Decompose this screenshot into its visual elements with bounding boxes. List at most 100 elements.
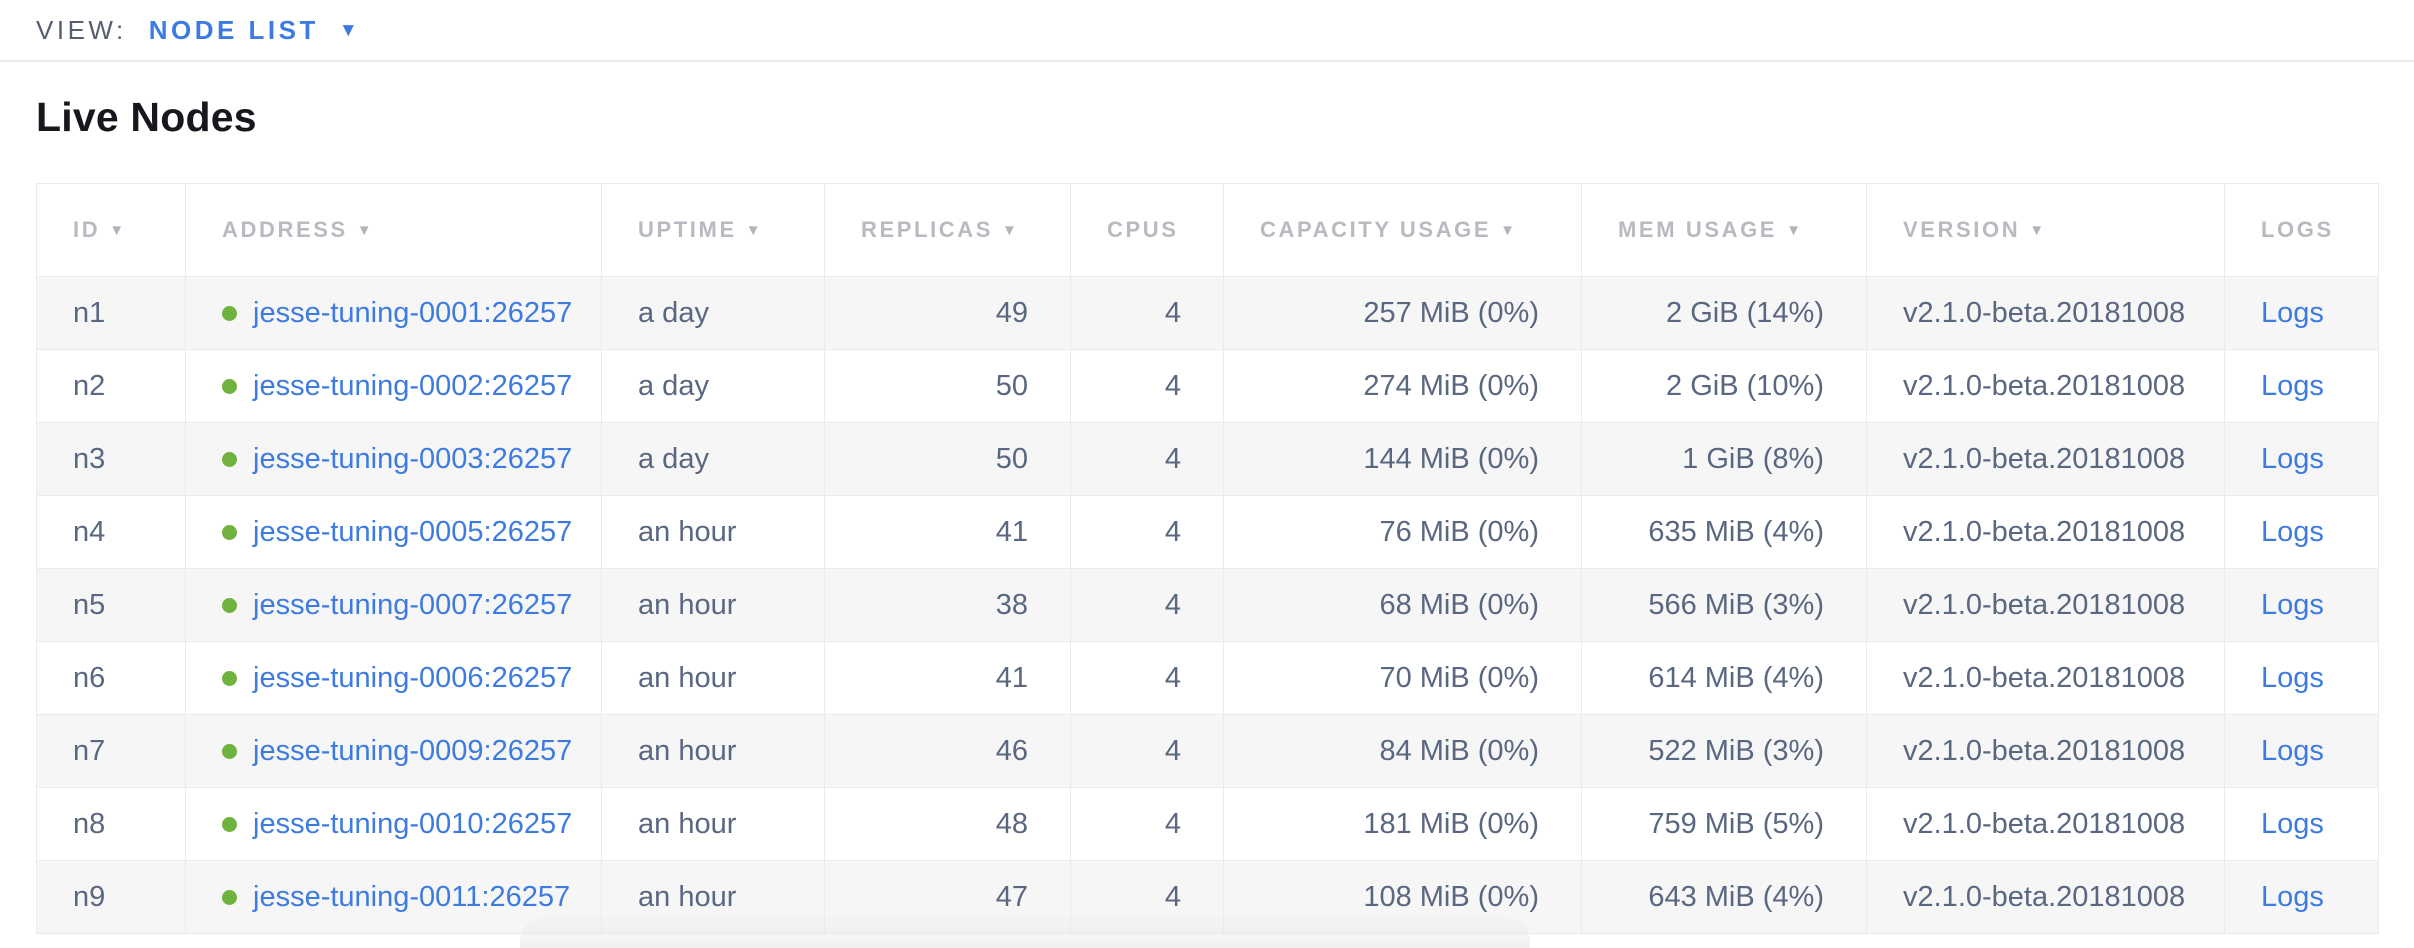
table-header-row: ID ▼ ADDRESS ▼ UPTIME ▼ REPLICAS ▼ CPUS CAPA… bbox=[36, 183, 2379, 277]
table-row: n2 jesse-tuning-0002:26257 a day 50 4 27… bbox=[36, 349, 2379, 423]
node-id-cell: n9 bbox=[36, 860, 186, 934]
node-address-link[interactable]: jesse-tuning-0003:26257 bbox=[253, 442, 573, 475]
node-uptime-cell: a day bbox=[601, 422, 825, 496]
node-mem-usage-cell: 614 MiB (4%) bbox=[1581, 641, 1867, 715]
table-row: n8 jesse-tuning-0010:26257 an hour 48 4 … bbox=[36, 787, 2379, 861]
node-mem-usage-cell: 643 MiB (4%) bbox=[1581, 860, 1867, 934]
node-version-cell: v2.1.0-beta.20181008 bbox=[1866, 422, 2225, 496]
node-replicas-cell: 50 bbox=[824, 422, 1071, 496]
col-header-label: MEM USAGE bbox=[1618, 217, 1778, 242]
node-address-link[interactable]: jesse-tuning-0001:26257 bbox=[253, 296, 573, 329]
sort-arrow-icon: ▼ bbox=[109, 222, 127, 239]
node-capacity-usage-cell: 108 MiB (0%) bbox=[1223, 860, 1582, 934]
node-uptime-cell: an hour bbox=[601, 641, 825, 715]
node-capacity-usage-cell: 70 MiB (0%) bbox=[1223, 641, 1582, 715]
node-uptime-cell: a day bbox=[601, 349, 825, 423]
node-logs-link[interactable]: Logs bbox=[2261, 588, 2324, 621]
col-header-mem-usage[interactable]: MEM USAGE ▼ bbox=[1581, 183, 1867, 277]
node-id-cell: n6 bbox=[36, 641, 186, 715]
node-replicas-cell: 48 bbox=[824, 787, 1071, 861]
col-header-id[interactable]: ID ▼ bbox=[36, 183, 186, 277]
table-row: n7 jesse-tuning-0009:26257 an hour 46 4 … bbox=[36, 714, 2379, 788]
node-replicas-cell: 49 bbox=[824, 276, 1071, 350]
node-address-link[interactable]: jesse-tuning-0009:26257 bbox=[253, 734, 573, 767]
col-header-version[interactable]: VERSION ▼ bbox=[1866, 183, 2225, 277]
col-header-uptime[interactable]: UPTIME ▼ bbox=[601, 183, 825, 277]
node-id-cell: n8 bbox=[36, 787, 186, 861]
node-logs-link[interactable]: Logs bbox=[2261, 515, 2324, 548]
node-version-cell: v2.1.0-beta.20181008 bbox=[1866, 568, 2225, 642]
sort-arrow-icon: ▼ bbox=[2029, 222, 2047, 239]
node-address-link[interactable]: jesse-tuning-0010:26257 bbox=[253, 807, 573, 840]
node-version-cell: v2.1.0-beta.20181008 bbox=[1866, 787, 2225, 861]
node-replicas-cell: 47 bbox=[824, 860, 1071, 934]
col-header-capacity-usage[interactable]: CAPACITY USAGE ▼ bbox=[1223, 183, 1582, 277]
col-header-logs: LOGS bbox=[2224, 183, 2379, 277]
table-row: n5 jesse-tuning-0007:26257 an hour 38 4 … bbox=[36, 568, 2379, 642]
node-address-link[interactable]: jesse-tuning-0006:26257 bbox=[253, 661, 573, 694]
node-address-cell: jesse-tuning-0010:26257 bbox=[185, 787, 602, 861]
node-version-cell: v2.1.0-beta.20181008 bbox=[1866, 276, 2225, 350]
node-capacity-usage-cell: 84 MiB (0%) bbox=[1223, 714, 1582, 788]
node-logs-cell: Logs bbox=[2224, 568, 2379, 642]
node-logs-cell: Logs bbox=[2224, 495, 2379, 569]
node-address-link[interactable]: jesse-tuning-0011:26257 bbox=[253, 880, 571, 913]
node-cpus-cell: 4 bbox=[1070, 714, 1224, 788]
node-cpus-cell: 4 bbox=[1070, 787, 1224, 861]
col-header-cpus: CPUS bbox=[1070, 183, 1224, 277]
node-address-link[interactable]: jesse-tuning-0007:26257 bbox=[253, 588, 573, 621]
node-logs-link[interactable]: Logs bbox=[2261, 807, 2324, 840]
node-replicas-cell: 50 bbox=[824, 349, 1071, 423]
node-healthy-dot-icon bbox=[222, 524, 237, 540]
node-cpus-cell: 4 bbox=[1070, 568, 1224, 642]
node-logs-cell: Logs bbox=[2224, 422, 2379, 496]
table-row: n4 jesse-tuning-0005:26257 an hour 41 4 … bbox=[36, 495, 2379, 569]
node-logs-link[interactable]: Logs bbox=[2261, 880, 2324, 913]
node-uptime-cell: an hour bbox=[601, 787, 825, 861]
col-header-label: UPTIME bbox=[638, 217, 737, 242]
col-header-label: REPLICAS bbox=[861, 217, 994, 242]
table-row: n9 jesse-tuning-0011:26257 an hour 47 4 … bbox=[36, 860, 2379, 934]
node-replicas-cell: 38 bbox=[824, 568, 1071, 642]
table-row: n1 jesse-tuning-0001:26257 a day 49 4 25… bbox=[36, 276, 2379, 350]
node-address-cell: jesse-tuning-0001:26257 bbox=[185, 276, 602, 350]
node-logs-link[interactable]: Logs bbox=[2261, 369, 2324, 402]
node-id-cell: n4 bbox=[36, 495, 186, 569]
node-version-cell: v2.1.0-beta.20181008 bbox=[1866, 860, 2225, 934]
node-cpus-cell: 4 bbox=[1070, 349, 1224, 423]
node-id-cell: n3 bbox=[36, 422, 186, 496]
node-cpus-cell: 4 bbox=[1070, 422, 1224, 496]
node-address-cell: jesse-tuning-0002:26257 bbox=[185, 349, 602, 423]
node-logs-link[interactable]: Logs bbox=[2261, 442, 2324, 475]
node-version-cell: v2.1.0-beta.20181008 bbox=[1866, 714, 2225, 788]
node-version-cell: v2.1.0-beta.20181008 bbox=[1866, 349, 2225, 423]
col-header-label: CPUS bbox=[1107, 217, 1179, 242]
node-address-link[interactable]: jesse-tuning-0002:26257 bbox=[253, 369, 573, 402]
col-header-replicas[interactable]: REPLICAS ▼ bbox=[824, 183, 1071, 277]
node-logs-cell: Logs bbox=[2224, 276, 2379, 350]
node-mem-usage-cell: 2 GiB (10%) bbox=[1581, 349, 1867, 423]
node-healthy-dot-icon bbox=[222, 305, 237, 321]
node-logs-link[interactable]: Logs bbox=[2261, 296, 2324, 329]
node-id-cell: n7 bbox=[36, 714, 186, 788]
node-healthy-dot-icon bbox=[222, 816, 237, 832]
table-header: ID ▼ ADDRESS ▼ UPTIME ▼ REPLICAS ▼ CPUS CAPA… bbox=[36, 183, 2379, 277]
node-capacity-usage-cell: 257 MiB (0%) bbox=[1223, 276, 1582, 350]
view-selector-dropdown[interactable]: NODE LIST ▼ bbox=[149, 15, 358, 46]
table-row: n6 jesse-tuning-0006:26257 an hour 41 4 … bbox=[36, 641, 2379, 715]
node-healthy-dot-icon bbox=[222, 670, 237, 686]
node-logs-link[interactable]: Logs bbox=[2261, 734, 2324, 767]
node-healthy-dot-icon bbox=[222, 451, 237, 467]
col-header-label: CAPACITY USAGE bbox=[1260, 217, 1492, 242]
node-id-cell: n2 bbox=[36, 349, 186, 423]
node-uptime-cell: an hour bbox=[601, 568, 825, 642]
col-header-address[interactable]: ADDRESS ▼ bbox=[185, 183, 602, 277]
node-replicas-cell: 46 bbox=[824, 714, 1071, 788]
node-logs-link[interactable]: Logs bbox=[2261, 661, 2324, 694]
node-capacity-usage-cell: 181 MiB (0%) bbox=[1223, 787, 1582, 861]
node-mem-usage-cell: 566 MiB (3%) bbox=[1581, 568, 1867, 642]
node-address-link[interactable]: jesse-tuning-0005:26257 bbox=[253, 515, 573, 548]
col-header-label: ADDRESS bbox=[222, 217, 348, 242]
col-header-label: ID bbox=[73, 217, 101, 242]
node-mem-usage-cell: 635 MiB (4%) bbox=[1581, 495, 1867, 569]
